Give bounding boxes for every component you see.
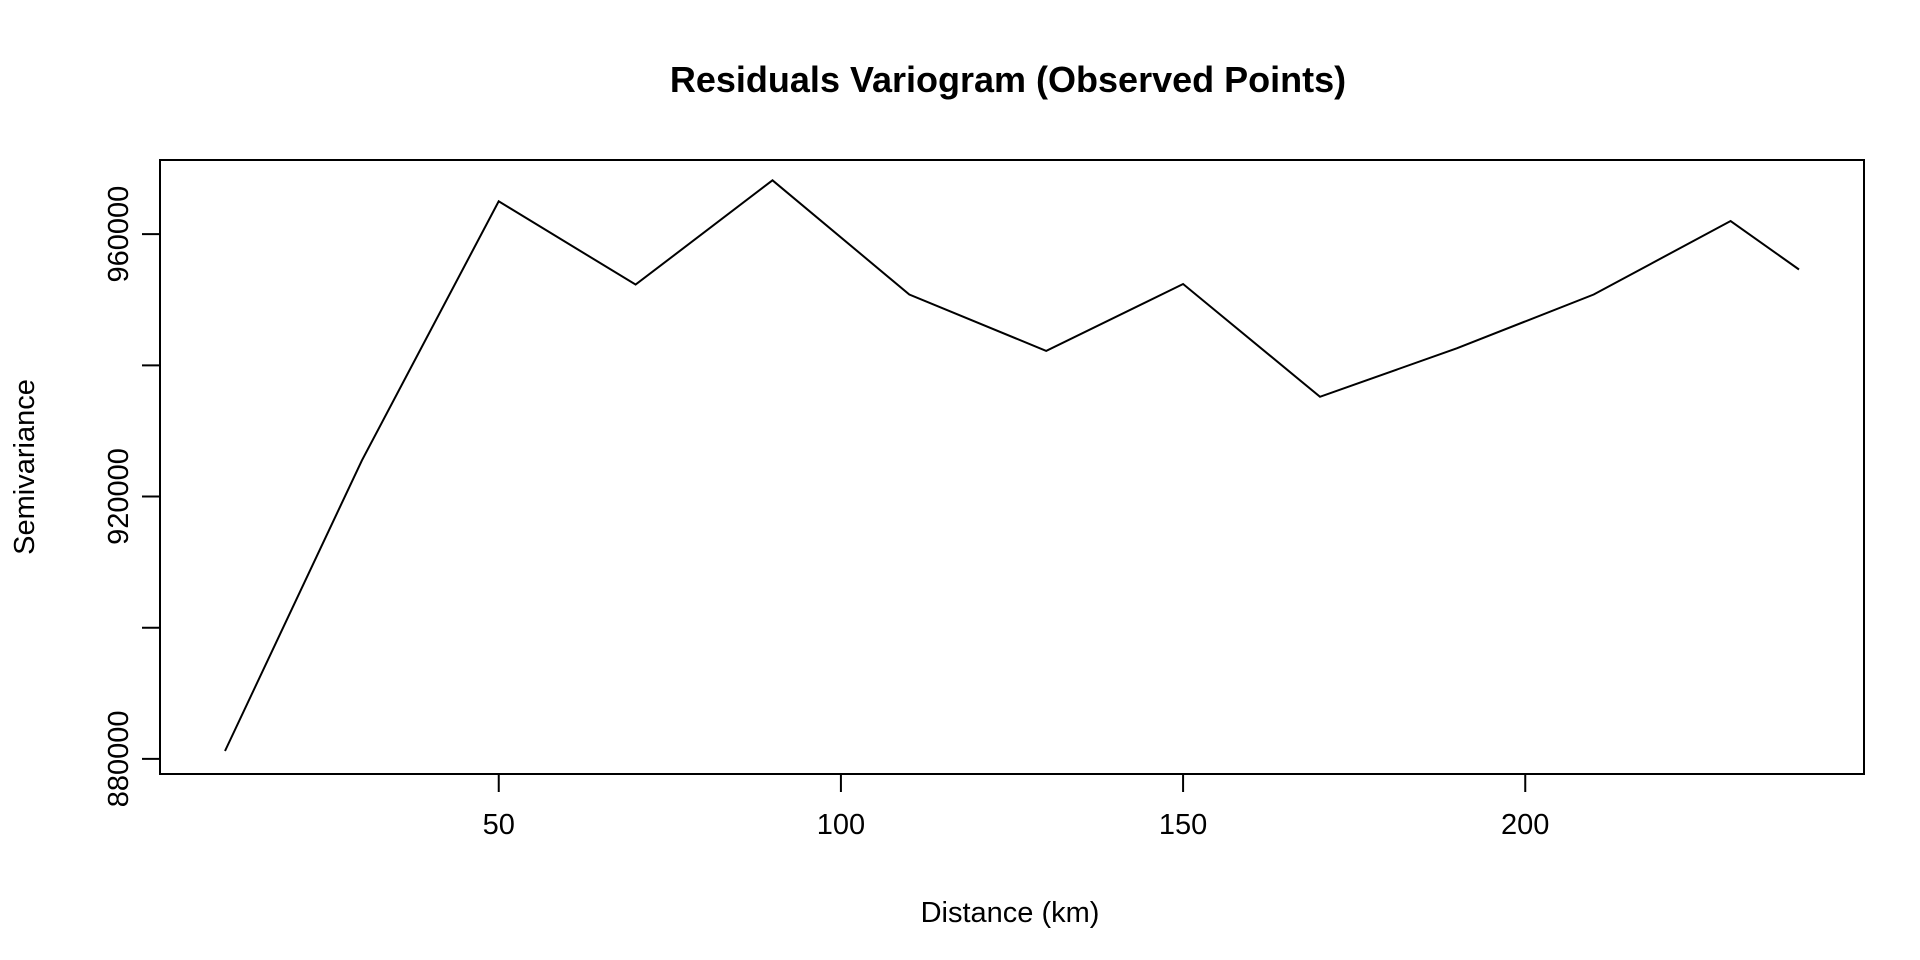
series-layer — [224, 179, 1800, 752]
chart-title: Residuals Variogram (Observed Points) — [670, 59, 1346, 100]
y-axis: 880000 920000 960000 — [103, 186, 161, 808]
series-line-0 — [224, 179, 1800, 752]
y-tick-label-920000: 920000 — [103, 448, 135, 545]
x-tick-label-150: 150 — [1159, 809, 1207, 841]
x-tick-label-100: 100 — [817, 809, 865, 841]
x-axis-label: Distance (km) — [921, 897, 1100, 929]
plot-frame — [159, 159, 1865, 775]
y-tick-label-880000: 880000 — [103, 711, 135, 808]
x-tick-label-200: 200 — [1501, 809, 1549, 841]
y-tick-label-960000: 960000 — [103, 186, 135, 283]
x-tick-label-50: 50 — [483, 809, 515, 841]
x-axis: 50 100 150 200 — [483, 773, 1549, 841]
y-axis-label: Semivariance — [9, 379, 41, 555]
